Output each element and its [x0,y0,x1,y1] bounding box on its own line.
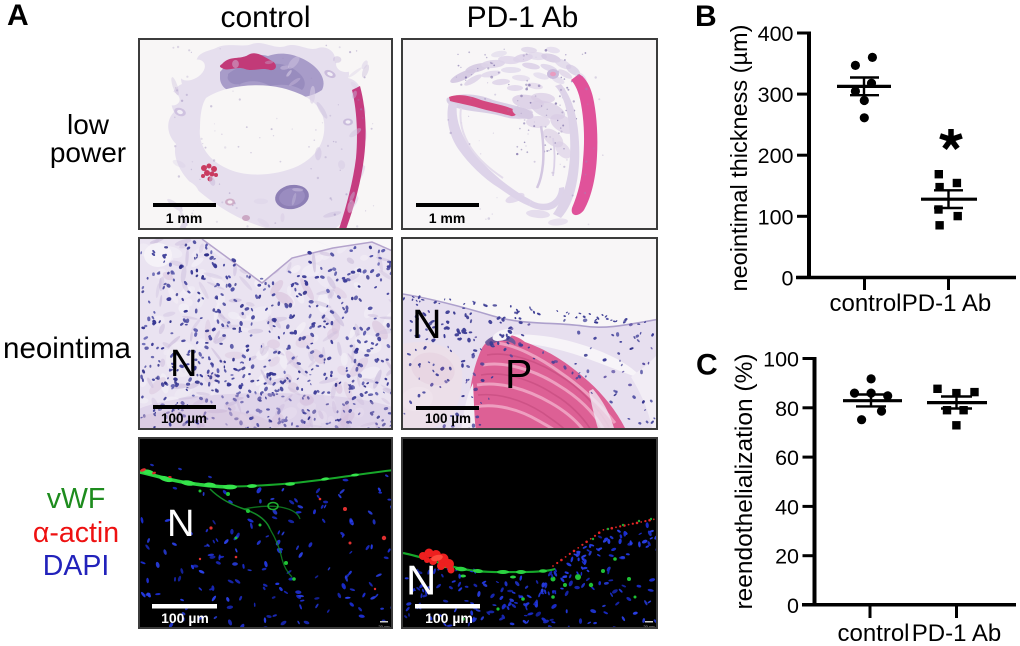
svg-text:P: P [505,351,532,397]
svg-text:20: 20 [775,545,799,569]
svg-text:20 µm: 20 µm [643,624,655,627]
svg-text:100 µm: 100 µm [161,411,207,426]
svg-text:C: C [696,349,718,382]
svg-text:B: B [695,0,717,33]
svg-text:300: 300 [758,83,794,107]
svg-text:N: N [406,557,436,604]
svg-text:control: control [829,290,901,317]
svg-text:400: 400 [758,22,794,46]
svg-text:neointimal thickness (µm): neointimal thickness (µm) [726,25,752,292]
svg-text:1 mm: 1 mm [429,210,466,226]
svg-text:20 µm: 20 µm [378,624,390,627]
svg-text:100: 100 [758,205,794,229]
svg-text:1 mm: 1 mm [166,210,203,226]
svg-text:40: 40 [775,495,799,519]
svg-text:100: 100 [763,348,799,372]
svg-text:N: N [412,301,442,347]
svg-text:0: 0 [787,594,799,618]
svg-text:N: N [170,343,197,385]
svg-text:PD-1 Ab: PD-1 Ab [902,290,991,317]
svg-text:100 µm: 100 µm [425,610,473,626]
svg-text:100 µm: 100 µm [161,610,209,626]
svg-text:reendothelialization (%): reendothelialization (%) [731,353,758,609]
svg-text:200: 200 [758,144,794,168]
svg-text:control: control [837,620,909,646]
svg-text:0: 0 [782,266,794,290]
svg-text:N: N [167,503,194,545]
svg-text:100 µm: 100 µm [425,411,471,426]
svg-text:60: 60 [775,446,799,470]
svg-text:PD-1 Ab: PD-1 Ab [912,620,1001,646]
svg-text:80: 80 [775,397,799,421]
